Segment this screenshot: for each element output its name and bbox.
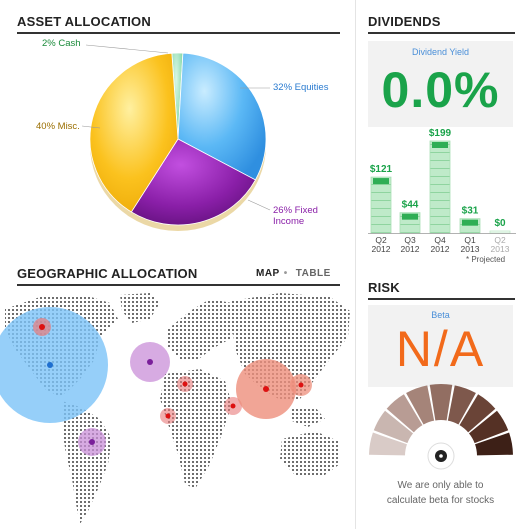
marker-south-america xyxy=(89,439,95,445)
pie-label-misc: 40% Misc. xyxy=(36,121,80,132)
marker-europe-west xyxy=(147,359,153,365)
dividend-yield-caption: Dividend Yield xyxy=(411,47,470,57)
marker-africa xyxy=(165,413,171,419)
quarter-tick-label: Q2 xyxy=(375,235,387,245)
gauge-segment xyxy=(459,394,496,433)
quarter-tick-label: Q2 xyxy=(494,235,506,245)
pie-label-fixed-income-line2: Income xyxy=(273,216,305,227)
dividend-value-label: $0 xyxy=(494,218,506,229)
risk-note-line1: We are only able to xyxy=(397,480,484,491)
risk-note: We are only able to calculate beta for s… xyxy=(368,478,513,508)
pie-slice-fixed-income[interactable] xyxy=(130,138,256,226)
risk-title: RISK xyxy=(368,280,400,295)
beta-box: Beta N/A xyxy=(368,305,513,387)
column-divider xyxy=(355,0,356,529)
projected-note: * Projected xyxy=(466,255,506,264)
geo-rule xyxy=(17,284,340,286)
gauge-segment xyxy=(406,385,435,425)
dividend-value-label: $44 xyxy=(402,200,419,211)
risk-note-line2: calculate beta for stocks xyxy=(386,495,495,506)
pie-slice-misc[interactable] xyxy=(89,52,179,213)
dividend-bar[interactable] xyxy=(429,140,451,234)
money-stack-icon xyxy=(373,178,389,185)
pie-label-cash: 2% Cash xyxy=(42,38,81,49)
beta-caption: Beta xyxy=(431,310,450,320)
marker-canada xyxy=(39,324,45,330)
quarter-tick-label: Q3 xyxy=(404,235,416,245)
marker-north-america xyxy=(47,362,53,368)
bubble-north-america[interactable] xyxy=(0,307,108,423)
gauge-segment xyxy=(475,432,513,456)
dividend-yield-value: 0.0% xyxy=(381,62,500,118)
world-map xyxy=(0,293,350,524)
year-tick-label: 2012 xyxy=(401,244,420,254)
dividends-rule xyxy=(368,32,515,34)
year-tick-label: 2012 xyxy=(372,244,391,254)
quarter-tick-label: Q4 xyxy=(434,235,446,245)
dividend-value-label: $31 xyxy=(462,206,479,217)
gauge-segment xyxy=(386,394,423,433)
money-stack-icon xyxy=(462,219,478,226)
pie-slice-equities[interactable] xyxy=(177,52,267,181)
marker-asia xyxy=(263,386,269,392)
year-tick-label: 2012 xyxy=(431,244,450,254)
gauge-segment xyxy=(468,410,509,444)
tab-separator: • xyxy=(283,268,288,279)
marker-middle-east xyxy=(182,381,188,387)
dividends-title: DIVIDENDS xyxy=(368,14,441,29)
dividends-chart: $121Q22012$44Q32012$199Q42012$31Q12013$0… xyxy=(368,128,516,254)
year-tick-label: 2013 xyxy=(491,244,510,254)
year-tick-label: 2013 xyxy=(461,244,480,254)
dividend-value-label: $121 xyxy=(370,164,393,175)
geo-title: GEOGRAPHIC ALLOCATION xyxy=(17,266,198,281)
risk-rule xyxy=(368,298,515,300)
money-stack-icon xyxy=(432,142,448,148)
marker-india xyxy=(230,403,236,409)
tab-table[interactable]: TABLE xyxy=(295,268,331,279)
marker-japan xyxy=(298,382,304,388)
dividend-yield-box: Dividend Yield 0.0% xyxy=(368,41,513,127)
pie-label-fixed-income: 26% Fixed Income xyxy=(273,205,318,227)
beta-value: N/A xyxy=(395,321,486,377)
dividend-bar[interactable] xyxy=(489,230,511,234)
dividend-bar[interactable] xyxy=(370,176,392,234)
dividend-value-label: $199 xyxy=(429,128,452,139)
asset-allocation-rule xyxy=(17,32,340,34)
quarter-tick-label: Q1 xyxy=(464,235,476,245)
gauge-segment xyxy=(369,432,407,456)
gauge-pivot-center xyxy=(439,454,443,458)
gauge-segment xyxy=(429,384,453,421)
pie-label-equities: 32% Equities xyxy=(273,82,329,93)
asset-allocation-title: ASSET ALLOCATION xyxy=(17,14,151,29)
pie-label-fixed-income-line1: 26% Fixed xyxy=(273,205,318,216)
gauge-segment xyxy=(447,385,476,425)
money-stack-icon xyxy=(402,213,418,220)
gauge-segment xyxy=(373,410,414,444)
tab-map[interactable]: MAP xyxy=(256,268,280,279)
beta-gauge xyxy=(369,384,513,470)
geo-tabs: MAP • TABLE xyxy=(256,268,331,279)
